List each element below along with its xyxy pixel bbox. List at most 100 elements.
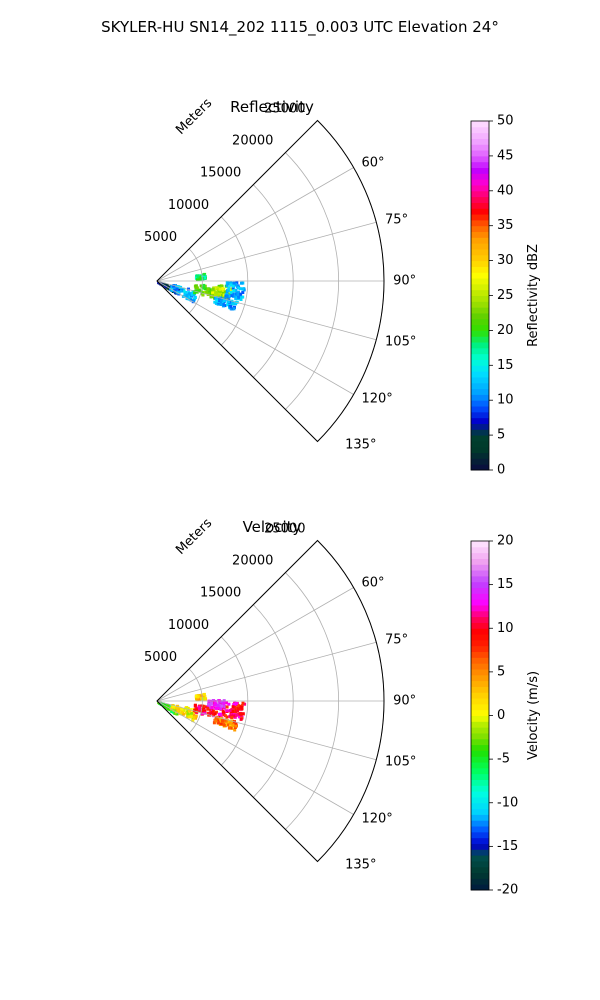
echo-gate bbox=[216, 721, 220, 725]
echo-gate bbox=[183, 294, 187, 298]
echo-gate bbox=[230, 300, 234, 304]
echo-gate bbox=[232, 702, 236, 706]
echo-gate bbox=[216, 704, 220, 708]
colorbar-segment bbox=[471, 866, 489, 874]
colorbar-segment bbox=[471, 219, 489, 227]
echo-gate bbox=[213, 712, 217, 716]
colorbar-segment bbox=[471, 762, 489, 769]
echo-gate bbox=[226, 288, 230, 292]
azimuth-tick-label: 105° bbox=[385, 755, 416, 770]
echo-gate bbox=[202, 704, 206, 708]
colorbar-segment bbox=[471, 283, 489, 291]
echo-gate bbox=[226, 300, 230, 303]
echo-gate bbox=[218, 287, 222, 291]
panel-title: Reflectivity bbox=[230, 98, 314, 116]
azimuth-tick-label: 60° bbox=[361, 155, 384, 170]
echo-gate bbox=[177, 289, 181, 293]
colorbar-segment bbox=[471, 750, 489, 757]
echo-gate bbox=[231, 705, 235, 709]
colorbar-tick-label: 20 bbox=[497, 323, 514, 338]
echo-gate bbox=[232, 714, 235, 718]
echo-gate bbox=[232, 281, 236, 285]
echo-gate bbox=[239, 712, 243, 716]
colorbar-segment bbox=[471, 668, 489, 676]
echo-gate bbox=[241, 701, 245, 705]
colorbar-segment bbox=[471, 429, 489, 436]
colorbar-segment bbox=[471, 347, 489, 355]
echo-gate bbox=[225, 705, 229, 709]
colorbar-segment bbox=[471, 657, 489, 664]
echo-gate bbox=[230, 716, 234, 720]
echo-gate bbox=[234, 702, 238, 705]
range-tick-label: 5000 bbox=[144, 650, 177, 665]
echo-gate bbox=[195, 694, 198, 698]
colorbar-segment bbox=[471, 446, 489, 454]
colorbar-segment bbox=[471, 382, 489, 390]
echo-gate bbox=[215, 706, 218, 710]
azimuth-spoke bbox=[156, 700, 354, 815]
echo-gate bbox=[210, 711, 214, 715]
colorbar-segment bbox=[471, 126, 489, 134]
colorbar-segment bbox=[471, 686, 489, 693]
echo-gate bbox=[203, 711, 207, 715]
echo-gate bbox=[199, 709, 203, 713]
colorbar-segment bbox=[471, 179, 489, 186]
echo-gate bbox=[225, 715, 229, 719]
echo-gate bbox=[200, 696, 204, 700]
colorbar-segment bbox=[471, 663, 489, 670]
colorbar-segment bbox=[471, 295, 489, 302]
radial-axis-label: Meters bbox=[173, 96, 215, 138]
colorbar-segment bbox=[471, 435, 489, 442]
echo-gate bbox=[173, 289, 177, 292]
colorbar-segment bbox=[471, 254, 489, 262]
echo-gate bbox=[170, 710, 174, 713]
echo-gate bbox=[211, 287, 215, 291]
colorbar-segment bbox=[471, 727, 489, 734]
azimuth-spoke bbox=[156, 221, 377, 282]
echo-gate bbox=[173, 287, 177, 291]
colorbar-segment bbox=[471, 214, 489, 221]
echo-gate bbox=[206, 705, 210, 709]
echo-gate bbox=[226, 303, 229, 307]
echo-gate bbox=[206, 287, 210, 291]
echo-gate bbox=[192, 716, 196, 720]
echo-gate bbox=[192, 713, 196, 717]
echo-gate bbox=[214, 719, 218, 723]
echo-gate bbox=[197, 705, 201, 709]
echo-gate bbox=[231, 710, 235, 713]
echo-gate bbox=[213, 300, 217, 304]
echo-gate bbox=[211, 713, 215, 717]
colorbar-segment bbox=[471, 767, 489, 775]
panel-title: Velocity bbox=[243, 518, 302, 536]
echo-gate bbox=[219, 707, 223, 711]
colorbar-segment bbox=[471, 353, 489, 360]
colorbar-segment bbox=[471, 634, 489, 641]
echo-gate bbox=[169, 705, 173, 709]
colorbar-segment bbox=[471, 732, 489, 740]
echo-gate bbox=[219, 712, 223, 716]
echo-gate bbox=[194, 286, 198, 290]
echo-gate bbox=[174, 707, 178, 711]
colorbar-segment bbox=[471, 202, 489, 209]
colorbar-segment bbox=[471, 394, 489, 401]
echo-gate bbox=[193, 709, 197, 713]
echo-gate bbox=[231, 286, 235, 290]
echo-gate bbox=[184, 711, 188, 715]
echo-gate bbox=[216, 297, 220, 301]
echo-gate bbox=[240, 704, 244, 708]
colorbar-tick-label: -10 bbox=[497, 795, 518, 810]
colorbar-tick-label: 0 bbox=[497, 708, 505, 723]
echo-gate bbox=[192, 299, 196, 303]
colorbar-segment bbox=[471, 208, 489, 215]
echo-gate bbox=[225, 294, 229, 298]
colorbar: -20 -15 -10 -5 0 5 10 15 20 Velocity (m/s) bbox=[470, 534, 541, 898]
colorbar-segment bbox=[471, 155, 489, 163]
echo-gate bbox=[202, 283, 206, 287]
azimuth-spoke bbox=[156, 641, 377, 702]
colorbar-segment bbox=[471, 843, 489, 850]
colorbar-segment bbox=[471, 785, 489, 792]
azimuth-tick-label: 75° bbox=[385, 632, 408, 647]
echo-gate bbox=[223, 705, 227, 709]
colorbar-segment bbox=[471, 826, 489, 833]
echo-gate bbox=[208, 711, 212, 715]
